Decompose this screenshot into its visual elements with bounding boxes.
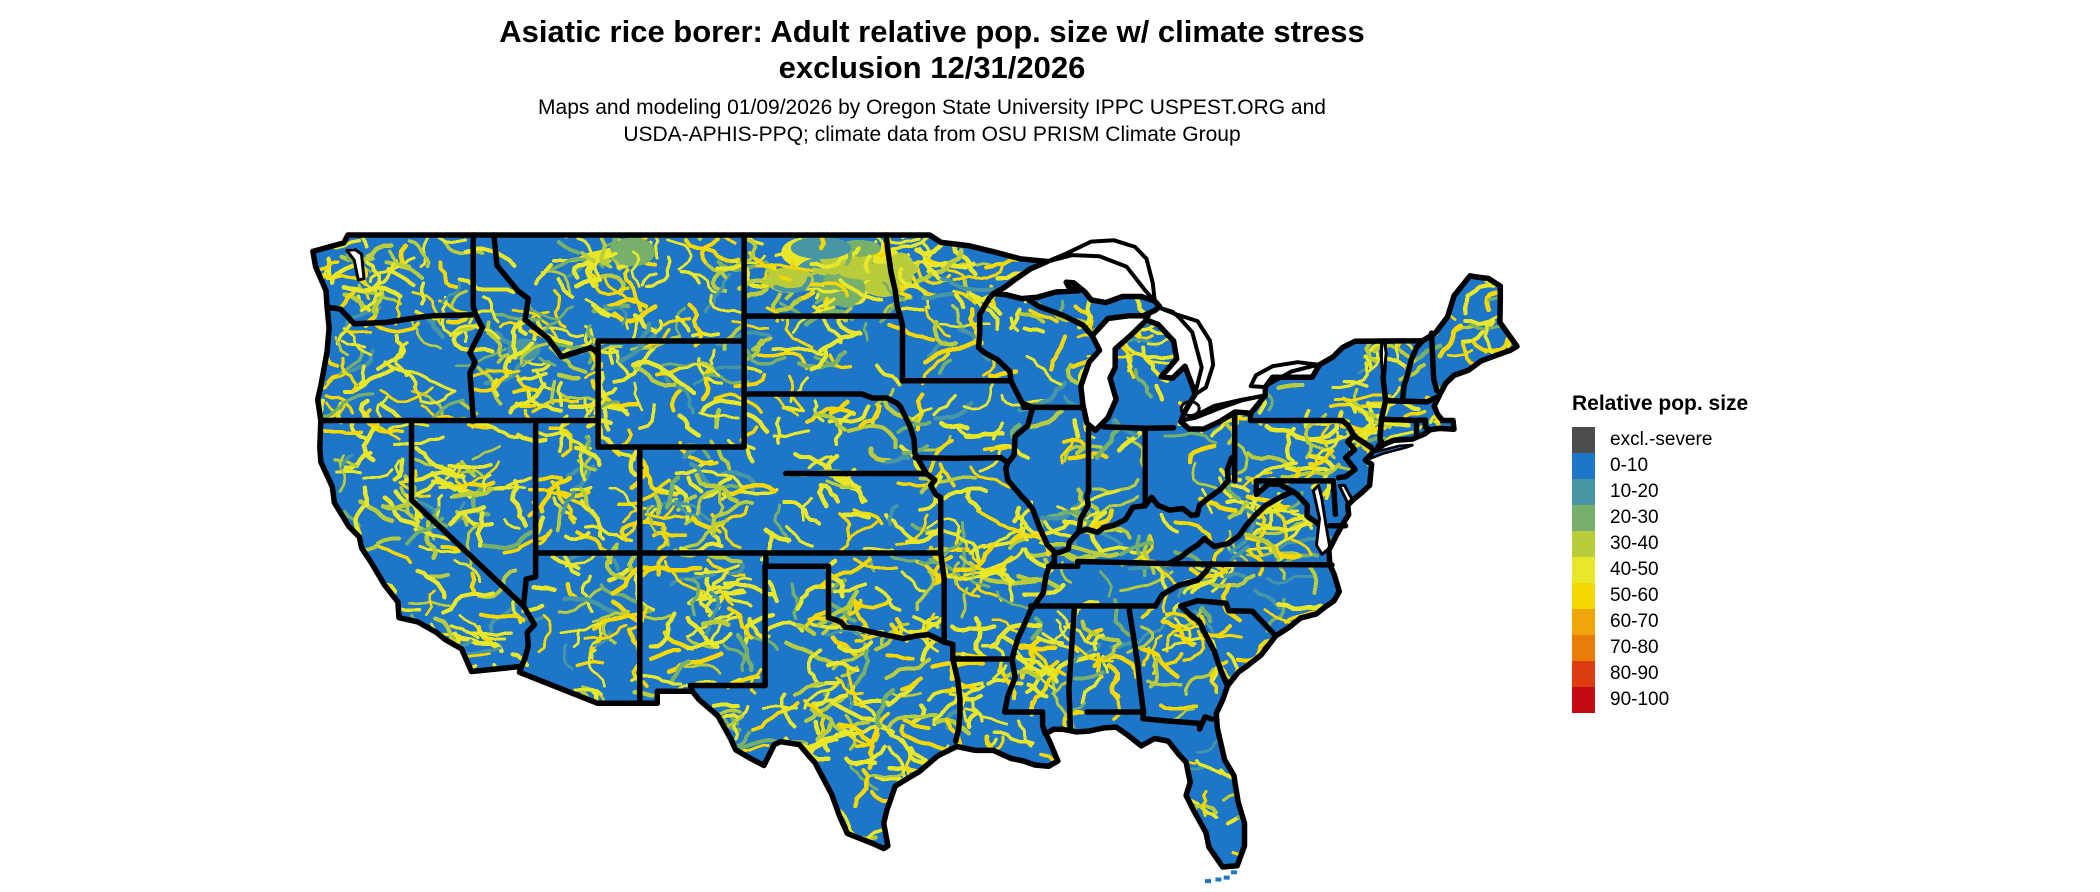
legend-label: 10-20 <box>1610 481 1659 502</box>
legend-label: 20-30 <box>1610 507 1659 528</box>
legend-item: 30-40 <box>1572 531 1832 557</box>
legend-swatch <box>1572 609 1595 635</box>
legend-list: excl.-severe 0-10 10-20 20-30 30-40 40-50 50-6… <box>1572 427 1832 713</box>
legend-swatch <box>1572 479 1595 505</box>
lake-champlain <box>1379 339 1388 375</box>
map-title-line2: exclusion 12/31/2026 <box>778 50 1086 85</box>
legend-swatch <box>1572 453 1595 479</box>
legend-item: 0-10 <box>1572 453 1832 479</box>
legend-label: excl.-severe <box>1610 429 1713 450</box>
legend-item: 90-100 <box>1572 687 1832 713</box>
legend-title: Relative pop. size <box>1572 392 1749 415</box>
legend-swatch <box>1572 661 1595 687</box>
legend-swatch <box>1572 687 1595 713</box>
coastal-islets <box>348 244 1237 884</box>
map-subtitle-line1: Maps and modeling 01/09/2026 by Oregon S… <box>538 96 1326 119</box>
legend-item: 70-80 <box>1572 635 1832 661</box>
legend-label: 0-10 <box>1610 455 1649 476</box>
legend-label: 90-100 <box>1610 689 1670 710</box>
map-title: Asiatic rice borer: Adult relative pop. … <box>0 14 1864 86</box>
legend-item: 80-90 <box>1572 661 1832 687</box>
conus-outline <box>310 232 1520 870</box>
puget-sound <box>345 248 366 282</box>
legend-item: 60-70 <box>1572 609 1832 635</box>
legend-item: 50-60 <box>1572 583 1832 609</box>
legend-item: 10-20 <box>1572 479 1832 505</box>
map-legend: Relative pop. size excl.-severe 0-10 10-20… <box>1572 392 1832 713</box>
map-subtitle: Maps and modeling 01/09/2026 by Oregon S… <box>0 94 1864 148</box>
map-header: Asiatic rice borer: Adult relative pop. … <box>0 14 1864 148</box>
legend-swatch <box>1572 557 1595 583</box>
map-subtitle-line2: USDA-APHIS-PPQ; climate data from OSU PR… <box>623 123 1241 146</box>
legend-label: 30-40 <box>1610 533 1659 554</box>
legend-item: 40-50 <box>1572 557 1832 583</box>
legend-label: 40-50 <box>1610 559 1659 580</box>
legend-swatch <box>1572 635 1595 661</box>
long-island <box>1369 443 1414 461</box>
legend-item: excl.-severe <box>1572 427 1832 453</box>
state-borders <box>318 232 1440 744</box>
legend-label: 50-60 <box>1610 585 1659 606</box>
legend-swatch <box>1572 531 1595 557</box>
legend-swatch <box>1572 505 1595 531</box>
chesapeake-bay <box>1311 483 1332 556</box>
legend-label: 80-90 <box>1610 663 1659 684</box>
legend-swatch <box>1572 583 1595 609</box>
legend-item: 20-30 <box>1572 505 1832 531</box>
legend-swatch <box>1572 427 1595 453</box>
legend-label: 70-80 <box>1610 637 1659 658</box>
legend-label: 60-70 <box>1610 611 1659 632</box>
map-title-line1: Asiatic rice borer: Adult relative pop. … <box>499 14 1365 49</box>
